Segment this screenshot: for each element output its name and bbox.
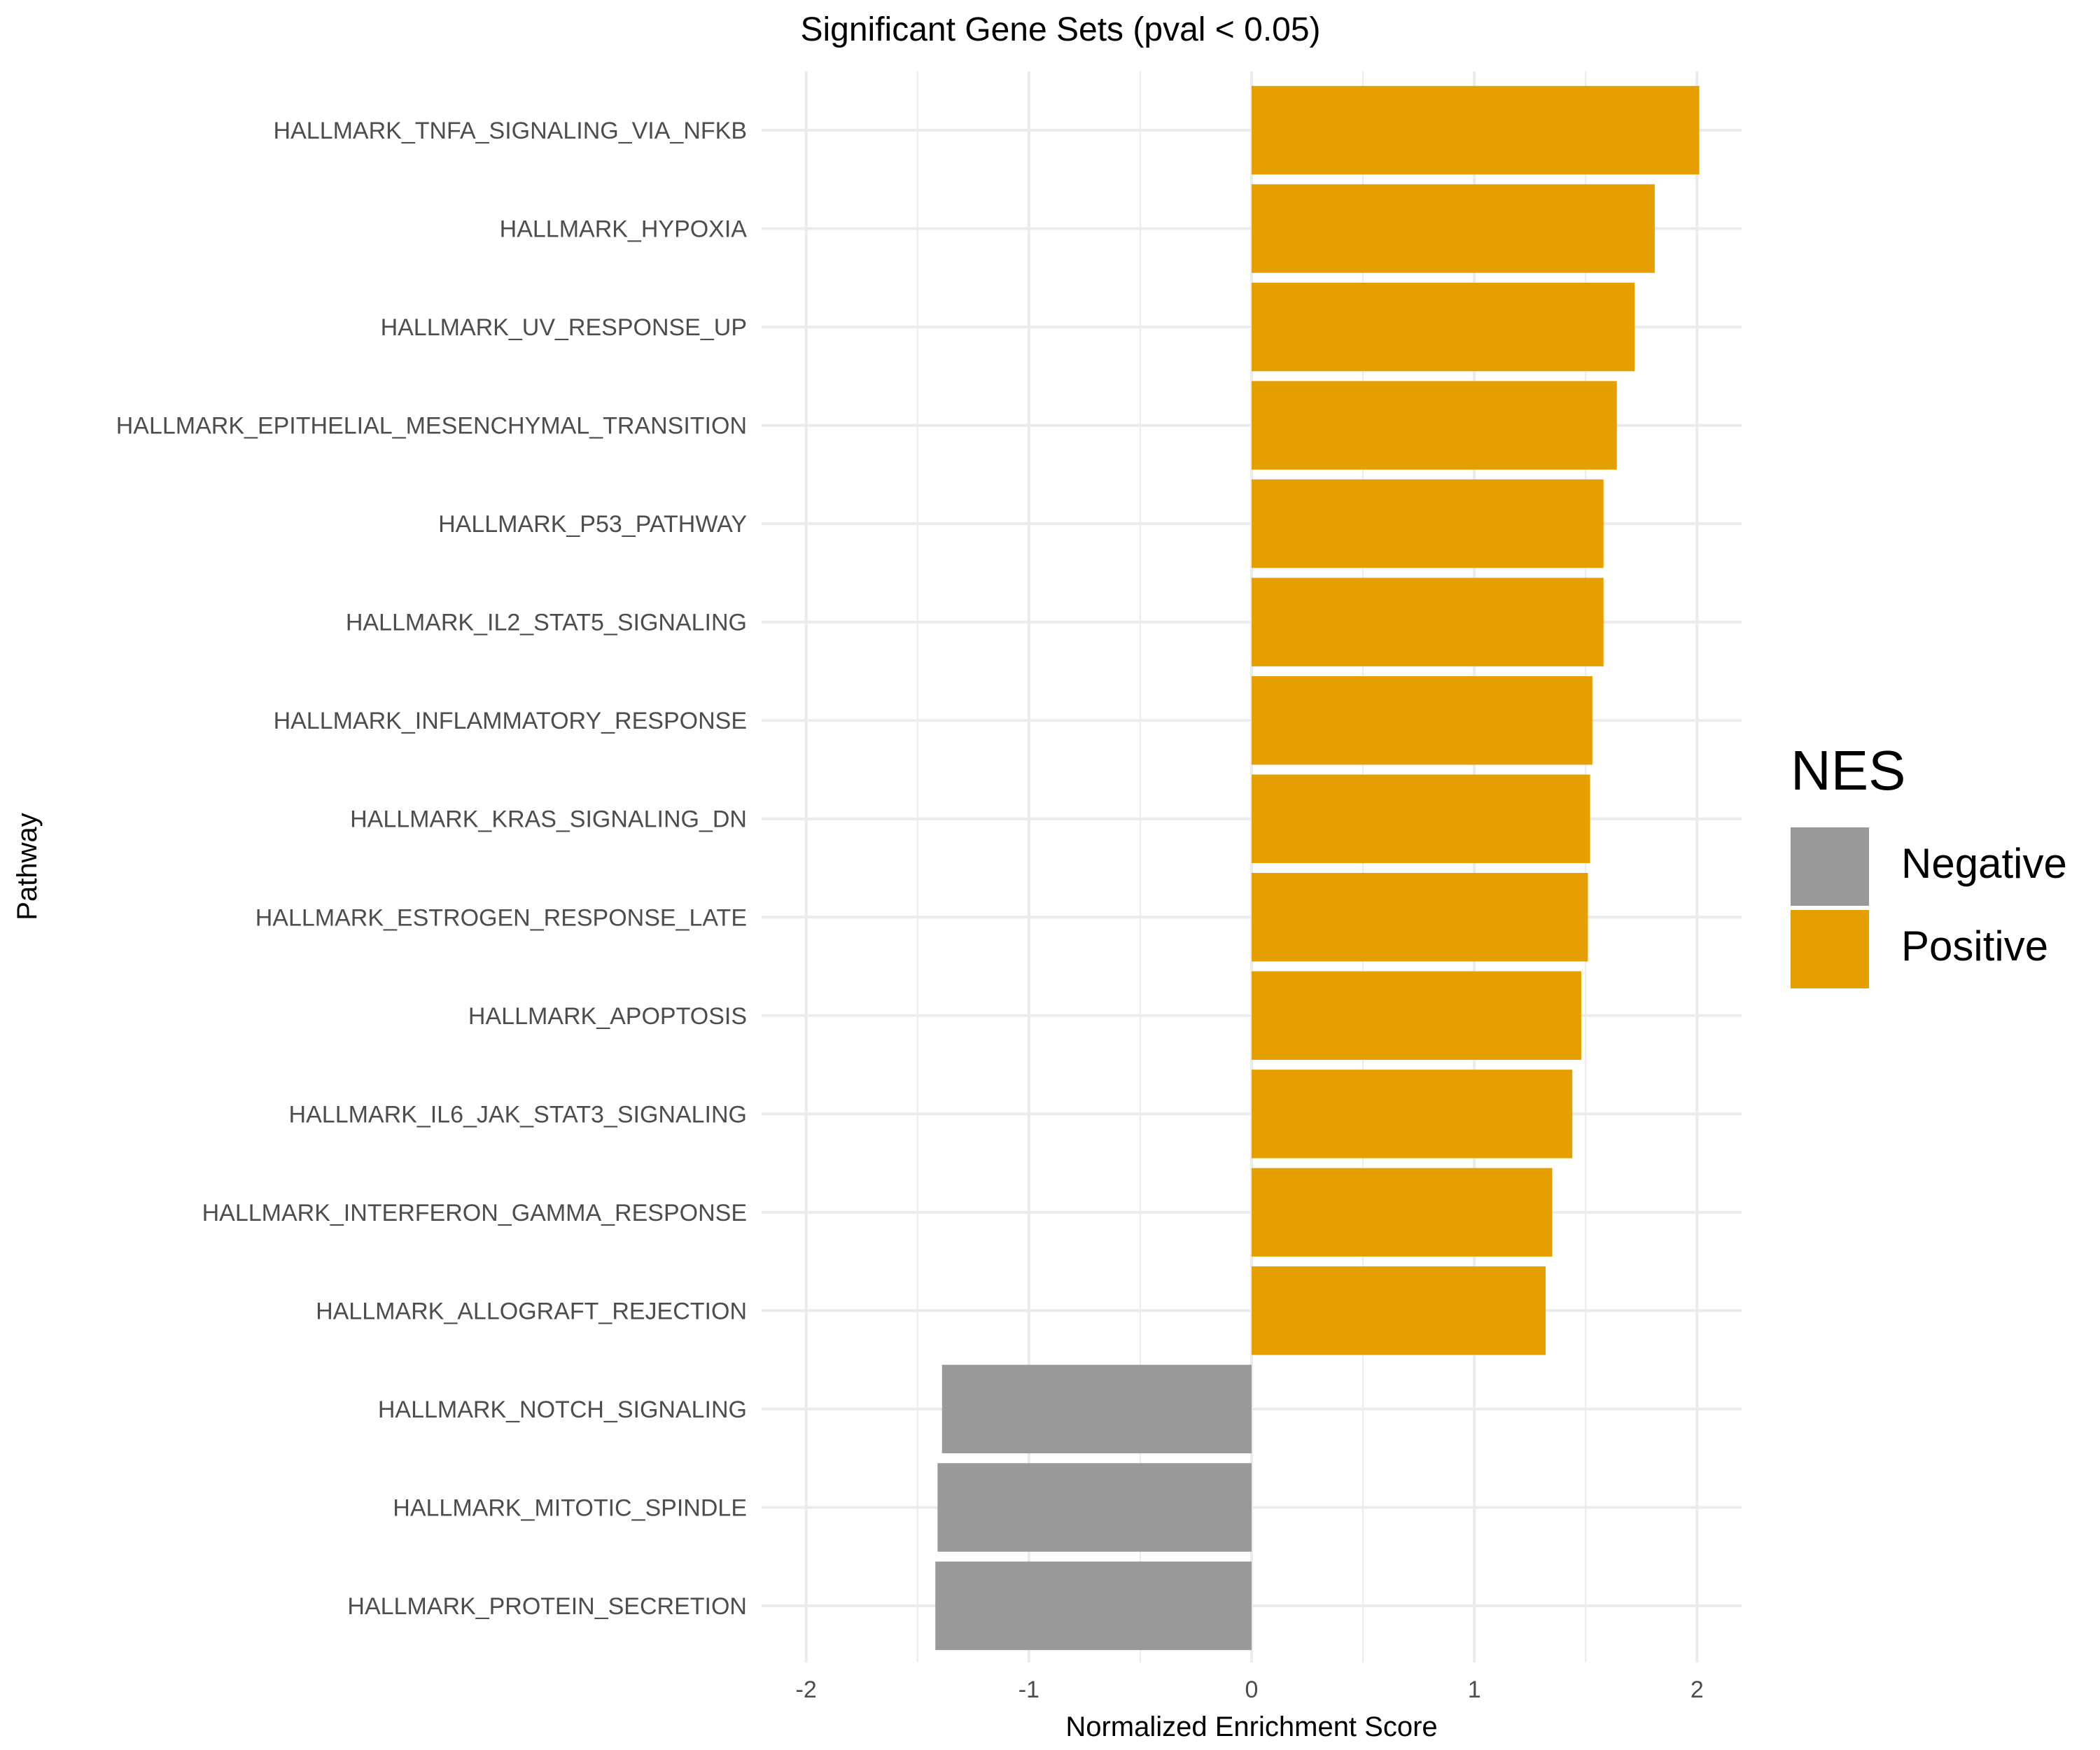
bar (1252, 578, 1604, 666)
bar (1252, 381, 1617, 470)
y-tick-label: HALLMARK_TNFA_SIGNALING_VIA_NFKB (274, 118, 747, 144)
x-tick-labels: -2 -1 0 1 2 (796, 1676, 1704, 1703)
y-tick-label: HALLMARK_INFLAMMATORY_RESPONSE (274, 708, 747, 734)
legend: NES Negative Positive (1791, 739, 2067, 988)
y-tick-label: HALLMARK_ESTROGEN_RESPONSE_LATE (255, 904, 747, 931)
y-tick-labels: HALLMARK_TNFA_SIGNALING_VIA_NFKB HALLMARK… (116, 118, 748, 1620)
x-tick-label: 2 (1690, 1676, 1704, 1703)
y-tick-label: HALLMARK_INTERFERON_GAMMA_RESPONSE (202, 1200, 747, 1226)
bar (935, 1561, 1252, 1651)
y-tick-label: HALLMARK_MITOTIC_SPINDLE (393, 1494, 747, 1521)
x-tick-label: -1 (1018, 1676, 1040, 1703)
legend-title: NES (1791, 739, 1906, 802)
bar (1252, 676, 1592, 765)
legend-label: Negative (1901, 840, 2067, 887)
x-axis-title: Normalized Enrichment Score (1065, 1712, 1437, 1742)
bar (1252, 85, 1700, 175)
bar (937, 1463, 1252, 1552)
legend-label: Positive (1901, 923, 2048, 969)
y-tick-label: HALLMARK_APOPTOSIS (468, 1003, 747, 1030)
y-tick-label: HALLMARK_PROTEIN_SECRETION (347, 1593, 747, 1620)
bar (941, 1364, 1252, 1454)
chart-title: Significant Gene Sets (pval < 0.05) (800, 11, 1320, 48)
y-tick-label: HALLMARK_EPITHELIAL_MESENCHYMAL_TRANSITI… (116, 413, 747, 440)
y-tick-label: HALLMARK_IL6_JAK_STAT3_SIGNALING (289, 1101, 747, 1128)
y-tick-label: HALLMARK_UV_RESPONSE_UP (381, 314, 747, 341)
y-tick-label: HALLMARK_NOTCH_SIGNALING (378, 1396, 747, 1423)
x-tick-label: -2 (796, 1676, 817, 1703)
bar (1252, 1266, 1546, 1355)
bar (1252, 774, 1590, 863)
x-tick-label: 1 (1468, 1676, 1481, 1703)
y-tick-label: HALLMARK_P53_PATHWAY (438, 511, 747, 538)
y-tick-label: HALLMARK_HYPOXIA (500, 216, 748, 243)
bar (1252, 873, 1588, 962)
bar (1252, 479, 1604, 568)
legend-key (1791, 827, 1869, 906)
y-axis-title: Pathway (12, 813, 43, 920)
y-tick-label: HALLMARK_KRAS_SIGNALING_DN (350, 806, 747, 833)
y-tick-label: HALLMARK_IL2_STAT5_SIGNALING (346, 610, 747, 636)
legend-key (1791, 910, 1869, 988)
bar (1252, 184, 1655, 273)
bar (1252, 1168, 1553, 1257)
bar (1252, 1070, 1573, 1158)
x-tick-label: 0 (1245, 1676, 1259, 1703)
bars (935, 85, 1700, 1651)
y-tick-label: HALLMARK_ALLOGRAFT_REJECTION (316, 1298, 747, 1324)
bar (1252, 282, 1635, 372)
bar (1252, 971, 1581, 1060)
legend-entries: Negative Positive (1791, 827, 2067, 988)
